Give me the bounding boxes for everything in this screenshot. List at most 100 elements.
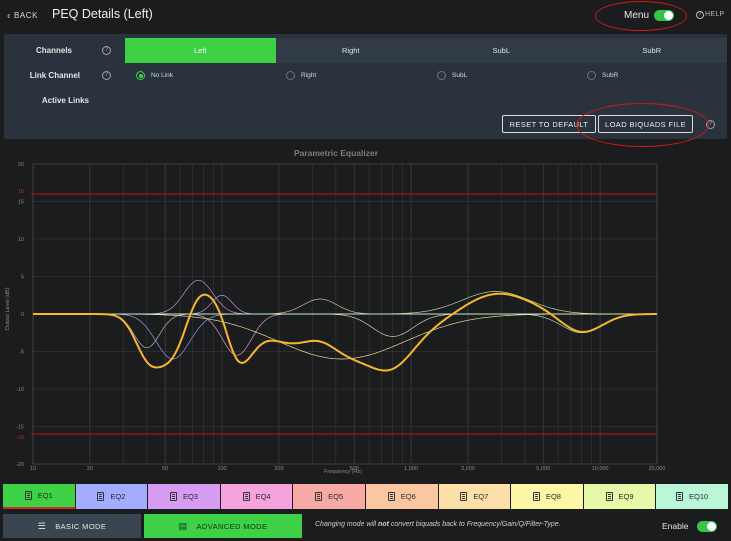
x-tick-label: 20 (87, 466, 93, 472)
help-button[interactable]: ? HELP (696, 11, 725, 19)
enable-toggle[interactable] (697, 521, 717, 532)
x-tick-label: 20,000 (649, 466, 666, 472)
reset-to-default-button[interactable]: RESET TO DEFAULT (502, 115, 596, 133)
filter-curves (33, 279, 657, 372)
eq-tab-label: EQ7 (473, 492, 489, 501)
tab-left[interactable]: Left (125, 38, 276, 63)
radio-label: SubL (452, 72, 468, 79)
calculator-icon (315, 492, 323, 501)
y-tick-label: 0 (21, 312, 24, 318)
basic-mode-label: BASIC MODE (55, 521, 107, 531)
load-help-icon[interactable]: ? (706, 120, 715, 129)
advanced-mode-label: ADVANCED MODE (196, 521, 268, 531)
radio-label: Right (301, 72, 317, 79)
tab-subl[interactable]: SubL (492, 46, 511, 55)
calculator-icon (242, 492, 250, 501)
channels-help-icon[interactable]: ? (102, 46, 111, 55)
menu-label: Menu (624, 10, 650, 21)
calculator-icon (24, 491, 32, 500)
radio-dot (437, 71, 446, 80)
x-tick-label: 50 (162, 466, 168, 472)
radio-label: No Link (151, 72, 174, 79)
eq-tab-label: EQ3 (182, 492, 198, 501)
radio-subr[interactable]: SubR (587, 71, 618, 80)
eq-tab-6[interactable]: EQ6 (365, 484, 438, 509)
calculator-icon (169, 492, 177, 501)
advanced-mode-button[interactable]: ▤ ADVANCED MODE (144, 514, 302, 538)
filter-curve-eq10 (33, 313, 657, 334)
calculator-icon (605, 492, 613, 501)
help-label: HELP (705, 11, 725, 18)
eq-tab-label: EQ6 (400, 492, 416, 501)
link-channel-label: Link Channel (29, 71, 80, 80)
y-tick-label: 15 (18, 200, 24, 206)
x-axis-label: Frequency (Hz) (324, 469, 362, 475)
channel-config-panel: Channels ? Left Right SubL SubR Link Cha… (4, 34, 727, 139)
menu-toggle[interactable] (654, 10, 674, 21)
eq-tab-8[interactable]: EQ8 (511, 484, 583, 509)
filter-curve-eq7 (33, 313, 657, 360)
mode-change-note: Changing mode will not convert biquads b… (315, 521, 561, 528)
parametric-eq-chart: Parametric Equalizer 10 20 50 100 200 500 1,00… (5, 148, 665, 475)
filter-curve-eq6 (33, 298, 657, 315)
link-channel-help-icon[interactable]: ? (102, 71, 111, 80)
eq-tab-1[interactable]: EQ1 (3, 484, 75, 509)
eq-tab-7[interactable]: EQ7 (438, 484, 511, 509)
note-text-end: convert biquads back to Frequency/Gain/Q… (388, 521, 561, 528)
radio-dot (286, 71, 295, 80)
eq-tab-5[interactable]: EQ5 (293, 484, 365, 509)
tab-subr[interactable]: SubR (642, 46, 662, 55)
channel-tabs: Left Right SubL SubR (125, 38, 727, 63)
limit-lines (31, 193, 657, 435)
limit-line-label: 16 (18, 189, 24, 195)
calculator-icon (532, 492, 540, 501)
radio-dot (136, 71, 145, 80)
back-label: BACK (13, 11, 39, 20)
note-emphasis: not (378, 521, 389, 528)
top-bar: ‹ BACK PEQ Details (Left) Menu ? HELP (0, 0, 731, 32)
eq-tab-label: EQ10 (689, 492, 709, 501)
y-tick-label: -5 (19, 350, 24, 356)
radio-dot (587, 71, 596, 80)
radio-label: SubR (602, 72, 619, 79)
radio-no-link[interactable]: No Link (136, 71, 173, 80)
eq-tab-9[interactable]: EQ9 (583, 484, 656, 509)
calculator-icon (460, 492, 468, 501)
calculator-icon (387, 492, 395, 501)
x-tick-label: 10 (30, 466, 36, 472)
eq-tab-3[interactable]: EQ3 (148, 484, 220, 509)
help-icon: ? (696, 11, 704, 19)
y-tick-label: 20 (18, 162, 24, 168)
x-tick-label: 200 (274, 466, 283, 472)
radio-right[interactable]: Right (286, 71, 316, 80)
filter-curve-eq2 (33, 313, 657, 360)
x-tick-label: 100 (217, 466, 226, 472)
eq-band-tabs: EQ1 EQ2 EQ3 EQ4 EQ5 EQ6 EQ7 EQ8 EQ9 EQ10 (3, 484, 728, 509)
x-tick-label: 2,000 (461, 466, 475, 472)
x-tick-label: 1,000 (404, 466, 418, 472)
tab-right[interactable]: Right (341, 46, 360, 55)
enable-label: Enable (662, 521, 689, 531)
eq-tab-label: EQ8 (545, 492, 561, 501)
eq-tab-label: EQ9 (618, 492, 634, 501)
basic-mode-button[interactable]: ☰ BASIC MODE (3, 514, 141, 538)
axis-labels: 10 20 50 100 200 500 1,000 2,000 5,000 10,000 20,0… (16, 162, 665, 472)
calculator-icon: ▤ (178, 520, 188, 531)
eq-tab-2[interactable]: EQ2 (75, 484, 148, 509)
chevron-left-icon: ‹ (7, 10, 11, 22)
filter-curve-eq9 (33, 291, 657, 315)
eq-tab-4[interactable]: EQ4 (220, 484, 293, 509)
back-button[interactable]: ‹ BACK (7, 10, 39, 22)
active-links-label: Active Links (41, 96, 89, 105)
eq-tab-10[interactable]: EQ10 (656, 484, 728, 509)
channels-label: Channels (35, 46, 72, 55)
x-tick-label: 5,000 (536, 466, 550, 472)
load-biquads-file-button[interactable]: LOAD BIQUADS FILE (598, 115, 693, 133)
eq-tab-label: EQ5 (328, 492, 344, 501)
sliders-icon: ☰ (37, 520, 47, 531)
eq-tab-label: EQ4 (255, 492, 271, 501)
filter-curve-eq1 (33, 313, 657, 349)
calculator-icon (676, 492, 684, 501)
radio-subl[interactable]: SubL (437, 71, 467, 80)
y-axis-label: Output Level (dB) (5, 287, 11, 330)
